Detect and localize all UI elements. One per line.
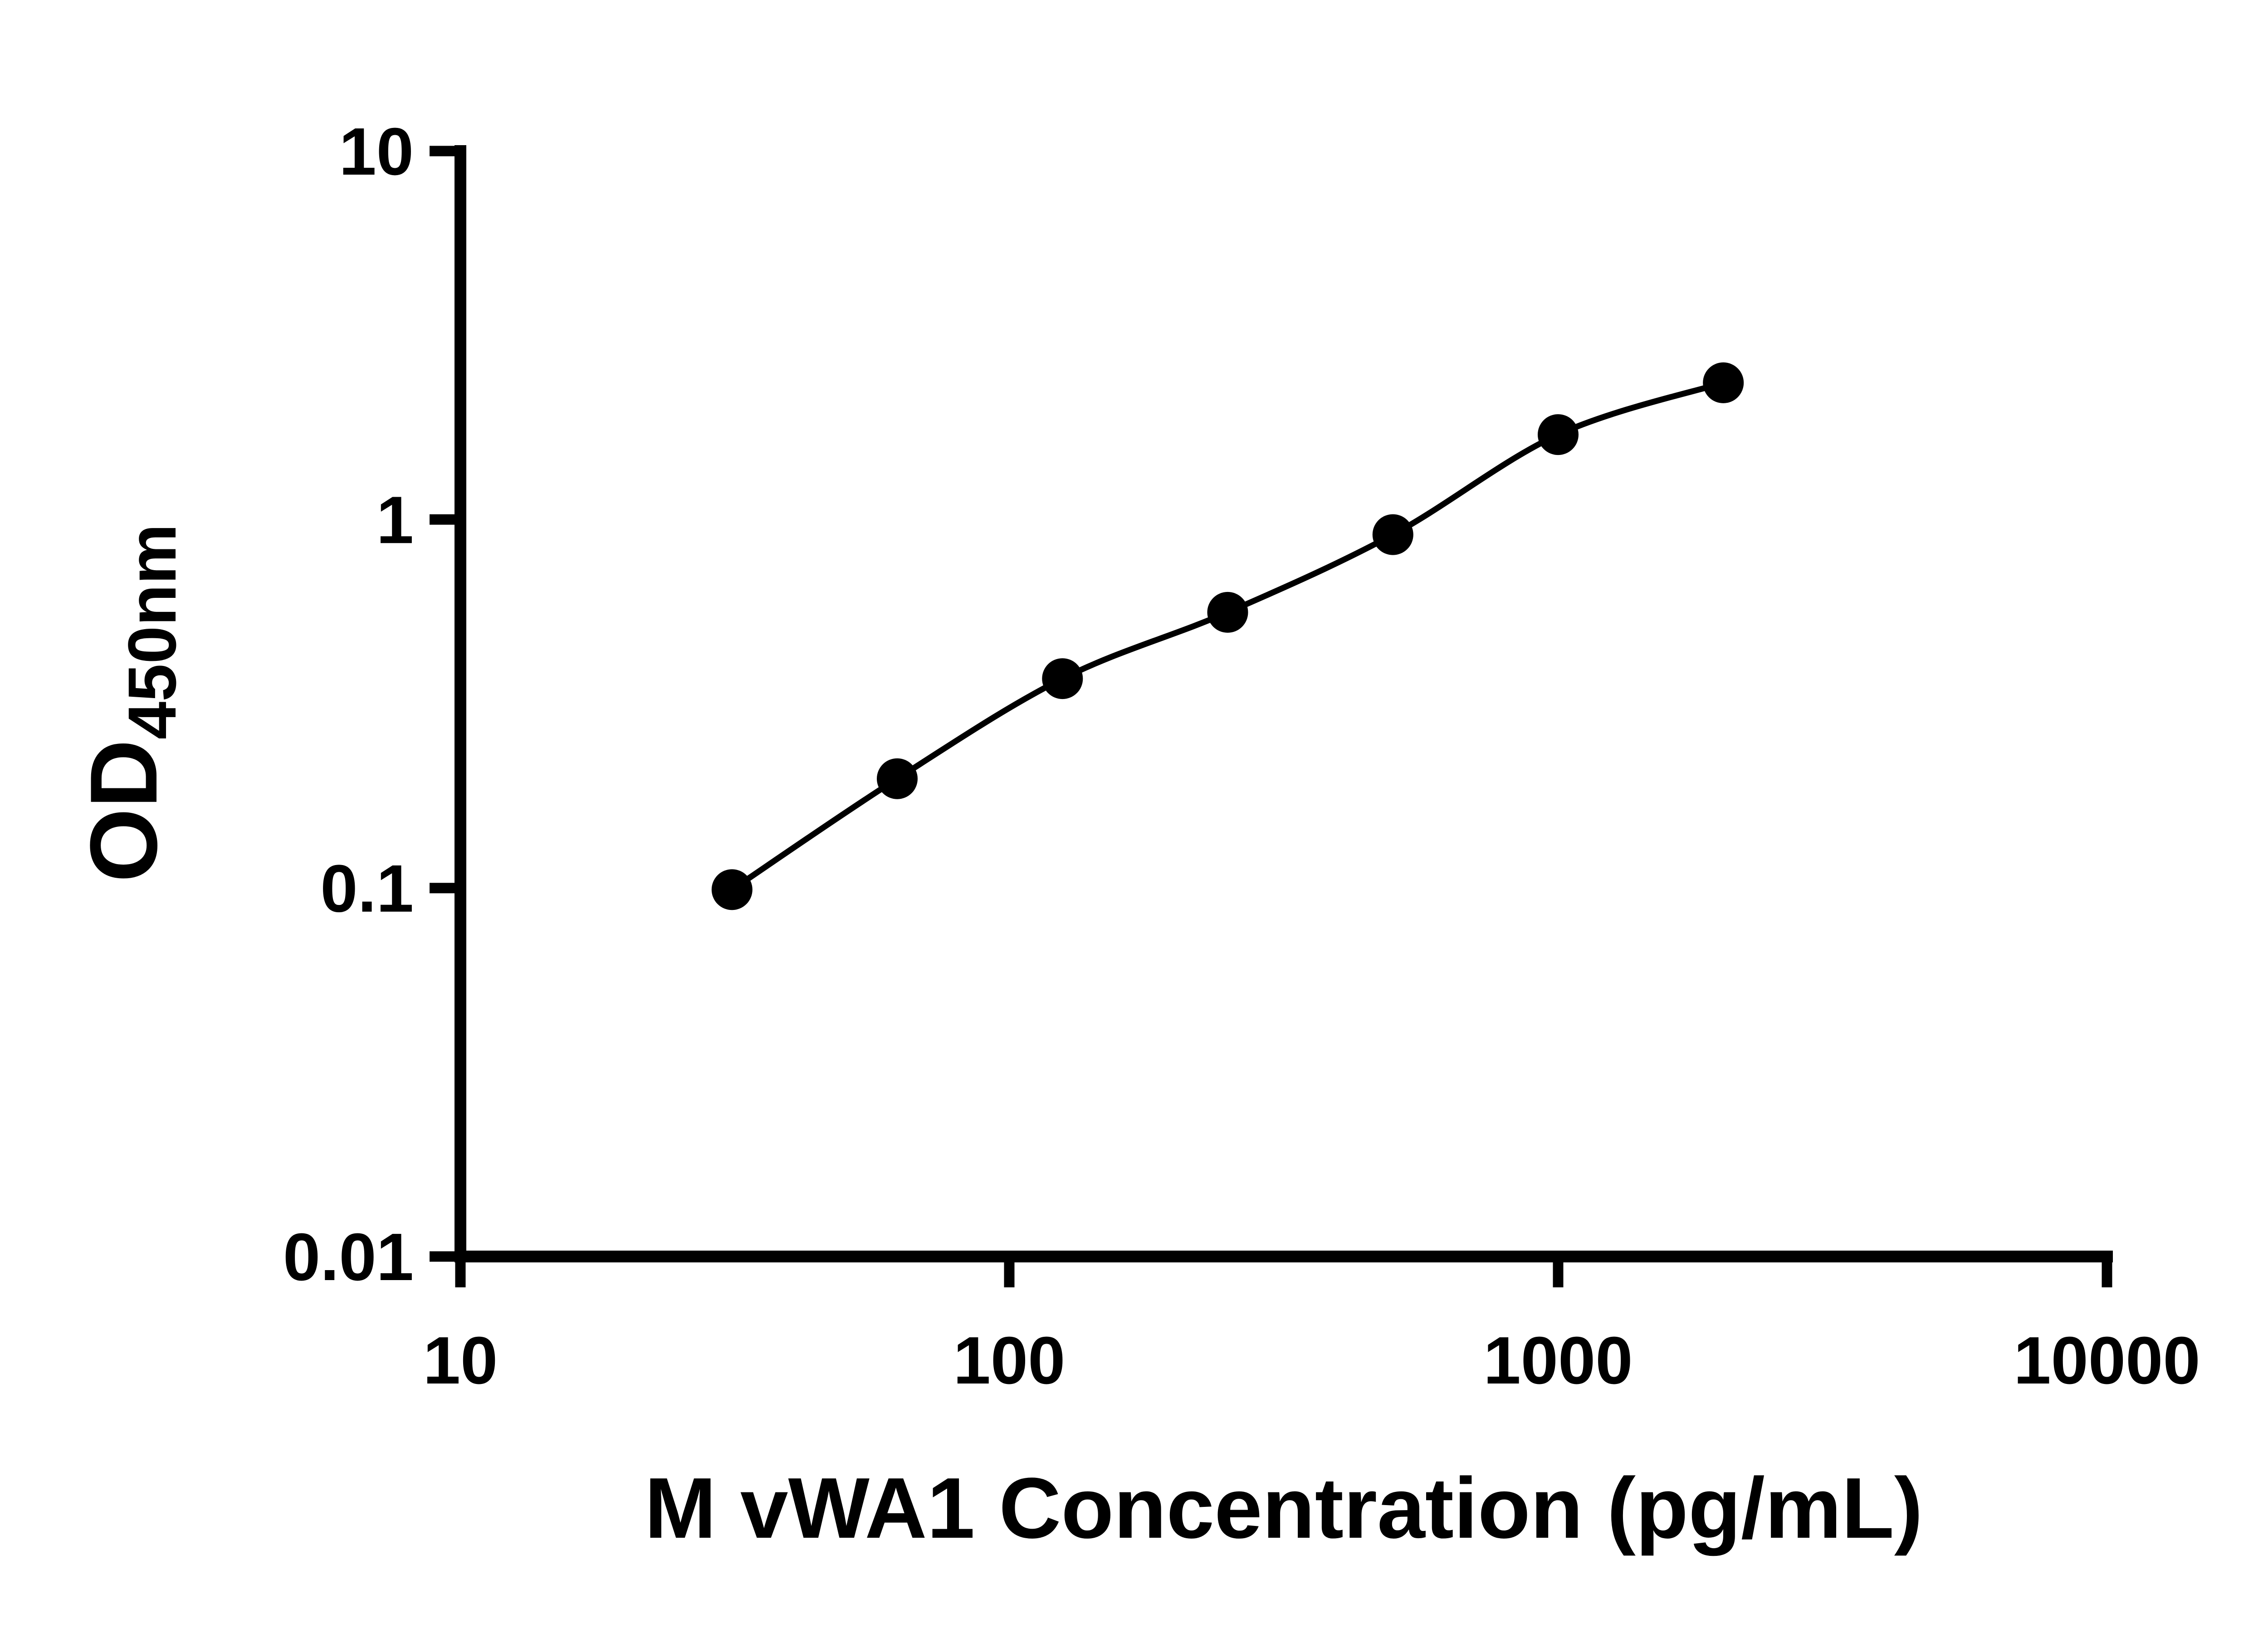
x-tick-label: 1000 bbox=[1483, 1323, 1633, 1398]
x-tick-label: 10 bbox=[423, 1323, 498, 1398]
y-axis-title-subscript: 450nm bbox=[114, 524, 190, 739]
x-axis-tick-labels: 10 100 1000 10000 bbox=[423, 1323, 2200, 1398]
data-points bbox=[711, 362, 1744, 910]
y-tick-label: 1 bbox=[376, 483, 414, 557]
y-axis-title-main: OD bbox=[70, 739, 177, 882]
y-tick-label: 0.01 bbox=[283, 1220, 414, 1295]
y-tick-label: 0.1 bbox=[320, 851, 414, 926]
x-tick-label: 100 bbox=[953, 1323, 1066, 1398]
axes-frame bbox=[455, 145, 2113, 1262]
standard-curve-line bbox=[730, 380, 1725, 892]
data-point bbox=[877, 758, 918, 799]
data-point bbox=[1042, 658, 1083, 699]
data-point bbox=[711, 869, 753, 910]
y-axis-title: OD450nm bbox=[70, 524, 190, 882]
y-axis-tick-labels: 0.01 0.1 1 10 bbox=[283, 114, 414, 1295]
y-tick-label: 10 bbox=[339, 114, 414, 189]
data-point bbox=[1703, 362, 1744, 403]
data-point bbox=[1372, 514, 1413, 555]
data-point bbox=[1207, 592, 1248, 633]
x-tick-label: 10000 bbox=[2014, 1323, 2200, 1398]
y-axis-ticks bbox=[430, 146, 455, 1262]
x-axis-ticks bbox=[455, 1262, 2112, 1287]
data-point bbox=[1538, 414, 1579, 455]
x-axis-title: M vWA1 Concentration (pg/mL) bbox=[645, 1460, 1923, 1556]
